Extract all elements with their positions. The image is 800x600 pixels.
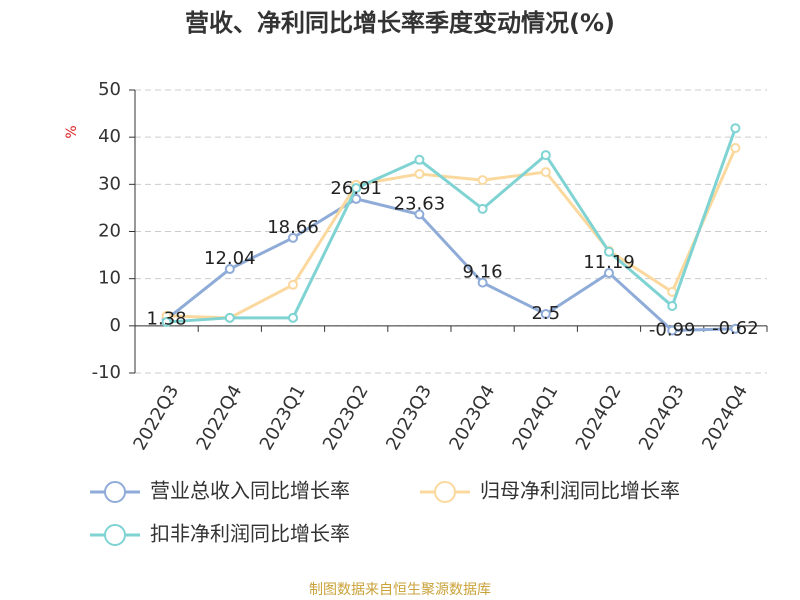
x-tick-label: 2022Q4 bbox=[193, 382, 247, 454]
point bbox=[477, 277, 488, 288]
point bbox=[667, 301, 678, 312]
point bbox=[604, 246, 614, 257]
data-label: 18.66 bbox=[267, 217, 319, 238]
x-tick-label: 2024Q3 bbox=[635, 382, 689, 454]
point bbox=[414, 209, 425, 220]
y-unit: % bbox=[64, 125, 80, 138]
legend-marker bbox=[104, 481, 126, 503]
y-tick-label: 50 bbox=[98, 79, 121, 100]
point bbox=[161, 317, 172, 328]
point bbox=[604, 268, 614, 279]
x-tick-label: 2024Q4 bbox=[698, 382, 752, 454]
data-label: 12.04 bbox=[204, 248, 256, 269]
y-tick-label: 20 bbox=[98, 221, 121, 242]
data-label: -0.99 bbox=[649, 320, 696, 341]
x-tick-label: 2022Q3 bbox=[129, 382, 183, 454]
chart-title: 营收、净利同比增长率季度变动情况(%) bbox=[185, 9, 615, 37]
y-tick-label: 30 bbox=[98, 173, 121, 194]
point bbox=[667, 325, 678, 336]
y-tick-label: 40 bbox=[98, 126, 121, 147]
point bbox=[477, 175, 488, 186]
data-label: 9.16 bbox=[463, 262, 503, 283]
data-label: 2.5 bbox=[531, 303, 560, 324]
y-tick-label: -10 bbox=[92, 362, 121, 383]
point bbox=[288, 312, 298, 323]
x-tick-label: 2023Q2 bbox=[319, 382, 373, 454]
y-tick-label: 10 bbox=[98, 268, 121, 289]
point bbox=[730, 323, 741, 334]
point bbox=[477, 203, 488, 214]
x-tick-label: 2024Q2 bbox=[572, 382, 626, 454]
point bbox=[414, 154, 425, 165]
point bbox=[730, 123, 741, 134]
legend-label: 归母净利润同比增长率 bbox=[480, 479, 680, 503]
legend-marker bbox=[104, 524, 126, 546]
data-label: -0.62 bbox=[712, 318, 759, 339]
data-label: 1.38 bbox=[147, 308, 187, 329]
data-label: 23.63 bbox=[394, 193, 446, 214]
point bbox=[288, 279, 298, 290]
series-line bbox=[165, 197, 736, 333]
x-tick-label: 2023Q1 bbox=[256, 382, 310, 454]
x-tick-label: 2023Q3 bbox=[382, 382, 436, 454]
point bbox=[414, 168, 425, 179]
legend-label: 营业总收入同比增长率 bbox=[150, 479, 350, 503]
point bbox=[540, 309, 551, 320]
x-tick-label: 2024Q1 bbox=[509, 382, 563, 454]
x-tick-label: 2023Q4 bbox=[445, 382, 499, 454]
point bbox=[540, 150, 551, 161]
source: 制图数据来自恒生聚源数据库 bbox=[309, 582, 491, 598]
data-label: 26.91 bbox=[330, 178, 382, 199]
point bbox=[540, 167, 551, 178]
point bbox=[224, 312, 235, 323]
y-tick-label: 0 bbox=[110, 315, 121, 336]
point bbox=[351, 183, 362, 194]
legend-marker bbox=[434, 481, 456, 503]
series-line bbox=[166, 127, 737, 324]
legend-label: 扣非净利润同比增长率 bbox=[150, 522, 350, 546]
point bbox=[224, 264, 235, 275]
point bbox=[288, 232, 298, 243]
data-label: 11.19 bbox=[583, 252, 635, 273]
point bbox=[730, 143, 741, 154]
series-line bbox=[166, 147, 737, 320]
